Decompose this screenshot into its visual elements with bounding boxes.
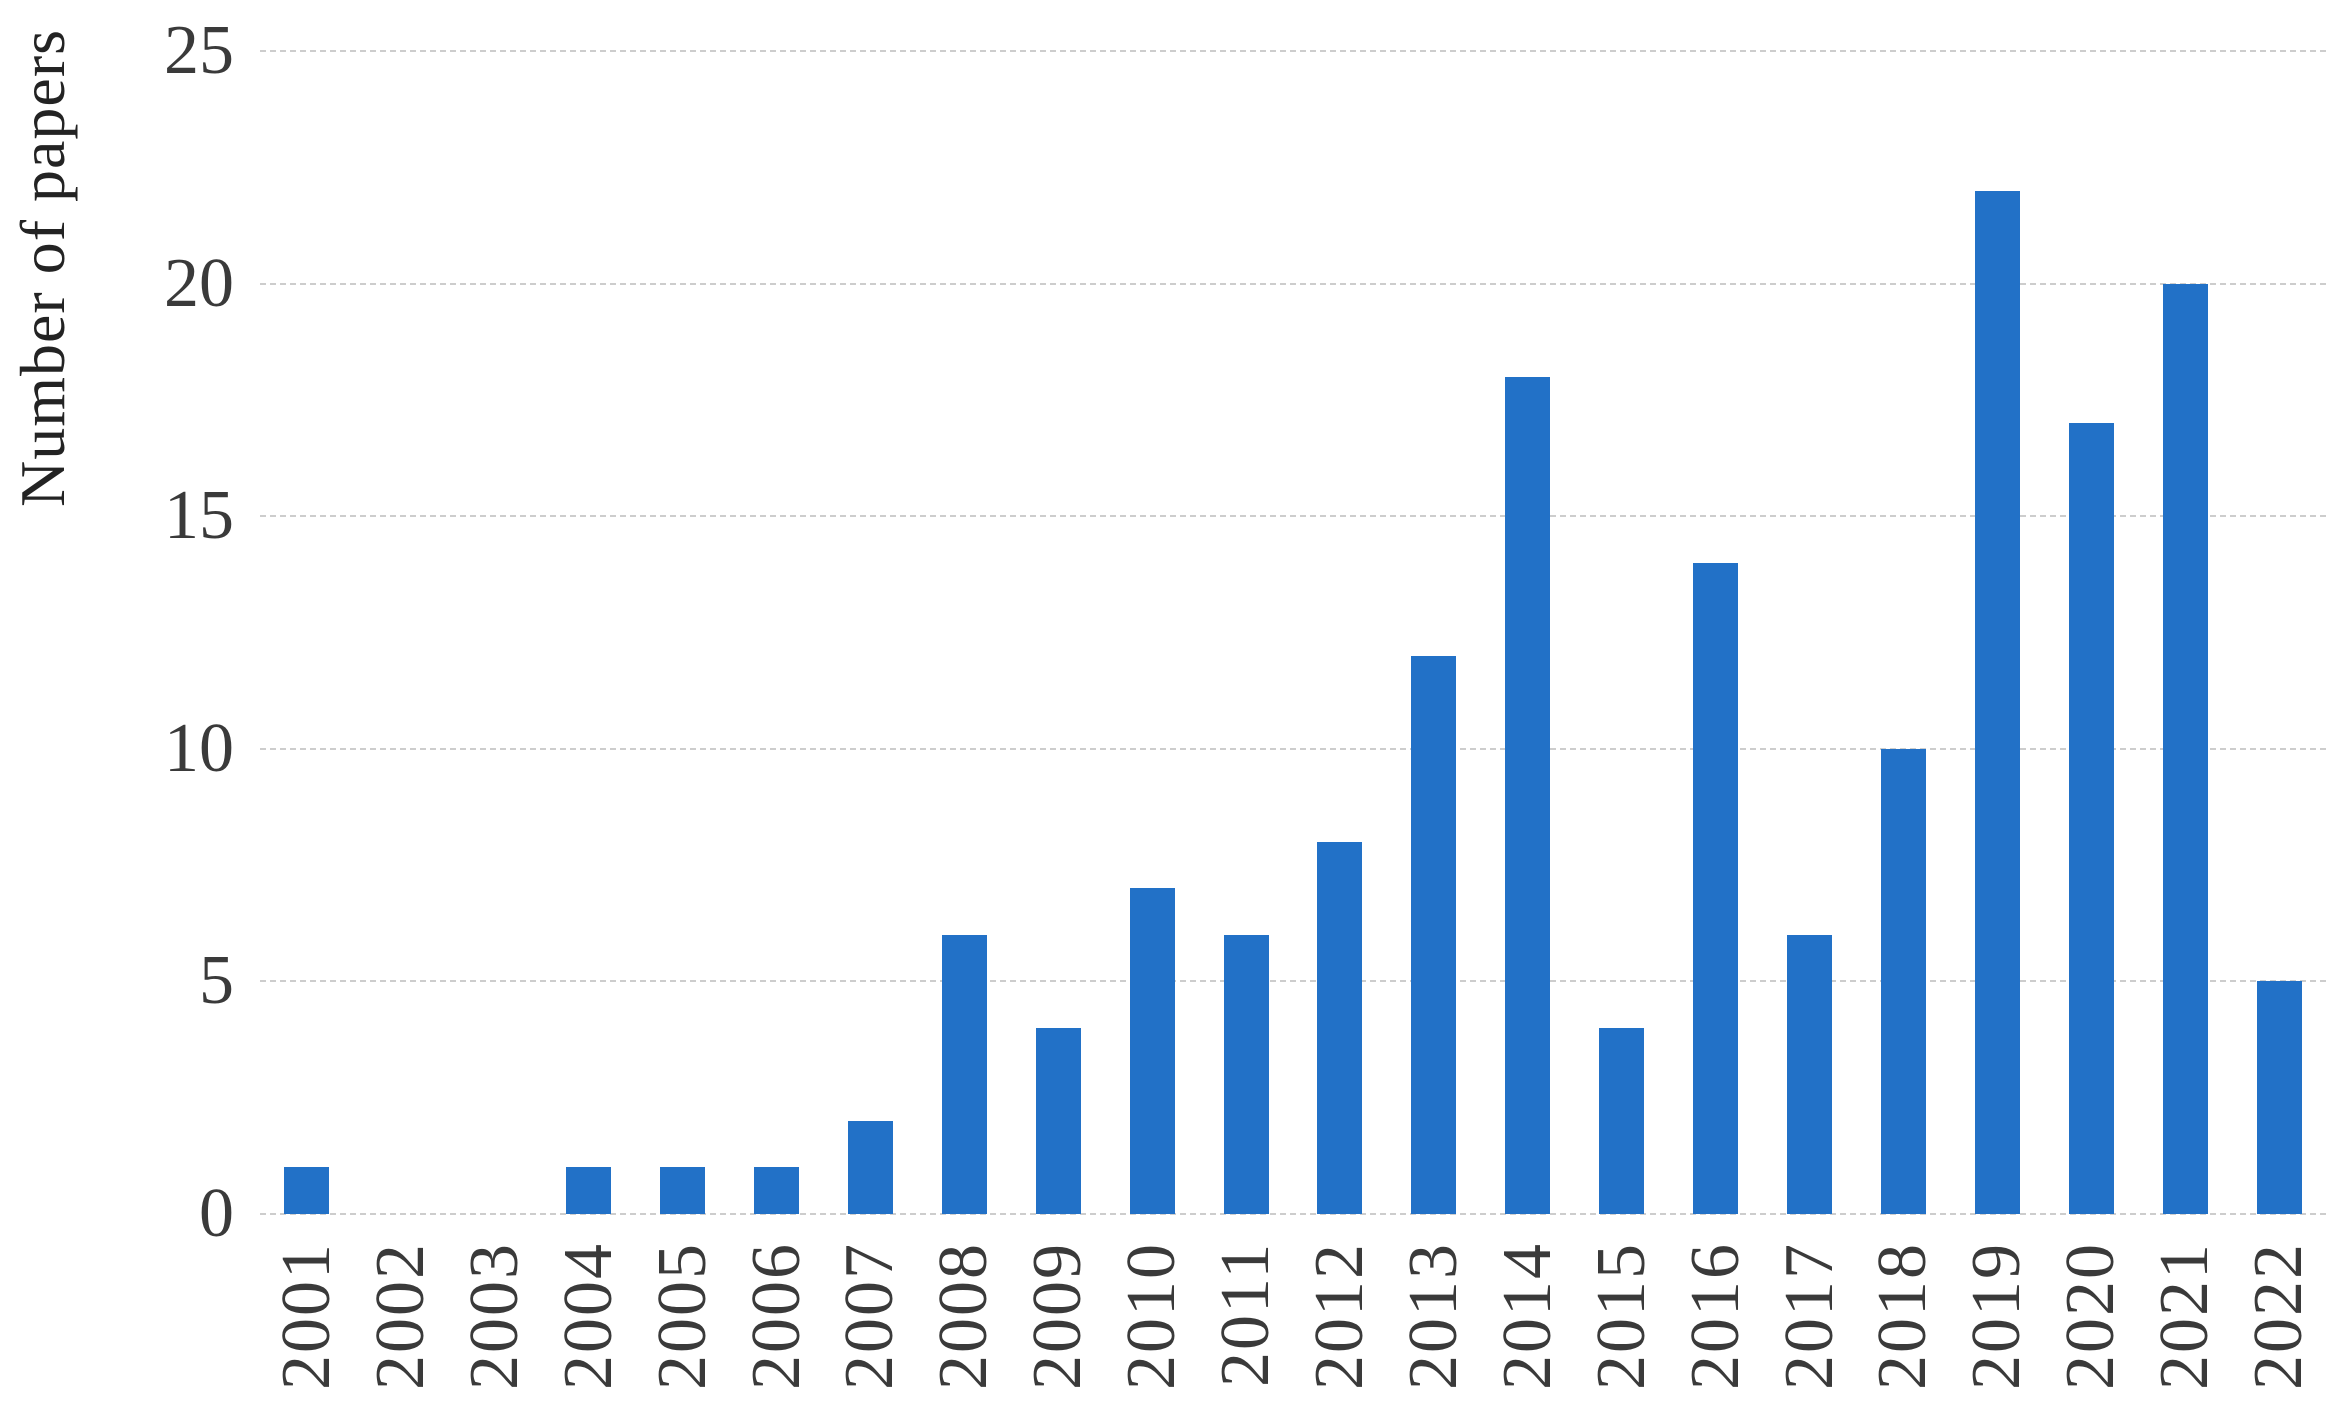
x-tick-label-2019: 2019 xyxy=(1958,1242,2035,1390)
y-tick-label-25: 25 xyxy=(164,12,234,89)
y-tick-label-20: 20 xyxy=(164,244,234,322)
x-tick-label-2020: 2020 xyxy=(2052,1242,2129,1390)
x-tick-label-2022: 2022 xyxy=(2240,1242,2317,1390)
y-tick-label-5: 5 xyxy=(199,942,234,1020)
x-tick-label-2005: 2005 xyxy=(644,1242,721,1390)
bar-2010 xyxy=(1130,888,1175,1214)
y-tick-label-15: 15 xyxy=(164,477,234,555)
x-tick-label-2013: 2013 xyxy=(1395,1242,1472,1390)
y-tick-label-10: 10 xyxy=(164,709,234,787)
gridline-20 xyxy=(260,282,2326,285)
x-tick-label-2008: 2008 xyxy=(925,1242,1002,1390)
bar-2005 xyxy=(660,1167,705,1214)
x-tick-label-2010: 2010 xyxy=(1113,1242,1190,1390)
bar-2017 xyxy=(1787,935,1832,1214)
bar-2007 xyxy=(848,1121,893,1214)
bar-2019 xyxy=(1975,191,2020,1214)
gridline-15 xyxy=(260,515,2326,518)
bar-2022 xyxy=(2257,981,2302,1214)
x-tick-label-2014: 2014 xyxy=(1489,1242,1566,1390)
gridline-25 xyxy=(260,50,2326,52)
bar-2016 xyxy=(1693,563,1738,1214)
x-tick-label-2016: 2016 xyxy=(1677,1242,1754,1390)
bar-2008 xyxy=(942,935,987,1214)
bar-2021 xyxy=(2163,284,2208,1214)
bar-2012 xyxy=(1317,842,1362,1214)
x-tick-label-2009: 2009 xyxy=(1019,1242,1096,1390)
bar-2001 xyxy=(284,1167,329,1214)
x-tick-label-2001: 2001 xyxy=(268,1242,345,1390)
bar-2015 xyxy=(1599,1028,1644,1214)
x-tick-label-2012: 2012 xyxy=(1301,1242,1378,1390)
gridline-5 xyxy=(260,980,2326,983)
bar-2004 xyxy=(566,1167,611,1214)
x-tick-label-2018: 2018 xyxy=(1864,1242,1941,1390)
gridline-10 xyxy=(260,747,2326,750)
x-tick-label-2021: 2021 xyxy=(2146,1242,2223,1390)
gridline-0 xyxy=(260,1213,2326,1215)
bar-2020 xyxy=(2069,423,2114,1214)
y-tick-label-0: 0 xyxy=(199,1175,234,1252)
x-tick-label-2002: 2002 xyxy=(362,1242,439,1390)
x-tick-label-2004: 2004 xyxy=(550,1242,627,1390)
bar-2013 xyxy=(1411,656,1456,1214)
bar-2011 xyxy=(1224,935,1269,1214)
x-tick-label-2007: 2007 xyxy=(831,1242,908,1390)
x-tick-label-2006: 2006 xyxy=(738,1242,815,1390)
x-tick-label-2011: 2011 xyxy=(1207,1242,1284,1388)
x-tick-label-2015: 2015 xyxy=(1583,1242,1660,1390)
bar-2006 xyxy=(754,1167,799,1214)
bar-2009 xyxy=(1036,1028,1081,1214)
bar-2014 xyxy=(1505,377,1550,1214)
x-tick-label-2003: 2003 xyxy=(456,1242,533,1390)
bar-2018 xyxy=(1881,749,1926,1214)
x-tick-label-2017: 2017 xyxy=(1771,1242,1848,1390)
